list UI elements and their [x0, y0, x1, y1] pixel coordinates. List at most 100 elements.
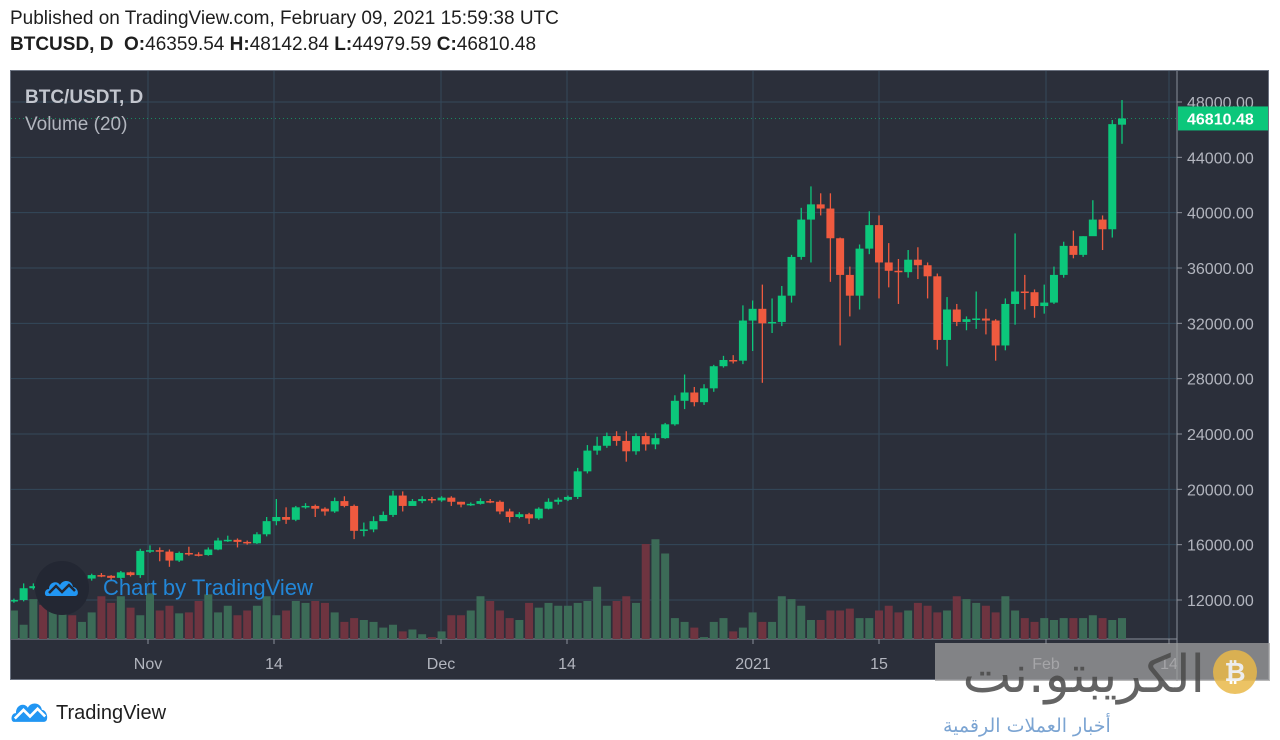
candle [359, 529, 368, 531]
volume-bar [476, 596, 485, 639]
candle [544, 501, 553, 509]
time-axis-label: 15 [870, 656, 888, 673]
volume-bar [855, 618, 864, 639]
time-axis-label: 2021 [735, 656, 771, 673]
candle [651, 438, 660, 445]
volume-bar [320, 602, 329, 639]
volume-bar [1069, 618, 1078, 639]
ohlc-line: BTCUSD, D O:46359.54 H:48142.84 L:44979.… [10, 32, 559, 58]
candle [97, 575, 106, 577]
volume-bar [573, 602, 582, 639]
volume-bar [408, 629, 417, 639]
tradingview-footer[interactable]: TradingView [10, 698, 166, 729]
volume-bar [554, 605, 563, 639]
time-axis-label: Dec [427, 656, 455, 673]
tradingview-cloud-icon [10, 698, 50, 729]
volume-bar [77, 621, 86, 639]
candle [223, 539, 232, 542]
volume-bar [291, 601, 300, 639]
volume-bar [282, 610, 291, 639]
volume-bar [544, 602, 553, 639]
last-price-badge [1178, 106, 1268, 131]
candle [505, 511, 514, 517]
chart-frame[interactable]: 48000.00 44000.00 40000.00 36000.00 32000.00… [10, 70, 1270, 681]
candle [573, 471, 582, 497]
last-price-value: 46810.48 [1187, 111, 1254, 128]
candle [1079, 236, 1088, 255]
candle [87, 575, 96, 579]
candle [563, 496, 572, 500]
legend-volume[interactable]: Volume (20) [25, 114, 128, 135]
volume-bar [981, 605, 990, 639]
candle [875, 225, 883, 263]
volume-bar [826, 610, 835, 639]
volume-bar [612, 601, 621, 639]
volume-bar [593, 586, 602, 639]
candle [116, 572, 125, 578]
candle [369, 521, 378, 530]
candle [709, 366, 718, 389]
volume-bar [330, 612, 339, 639]
volume-bar [768, 621, 777, 639]
candle [661, 424, 670, 439]
volume-bar [389, 624, 397, 639]
volume-bar [933, 612, 942, 639]
candle [291, 507, 300, 520]
volume-bar [184, 612, 193, 639]
volume-bar [758, 621, 767, 639]
open-value: 46359.54 [145, 34, 225, 55]
candle [204, 549, 213, 556]
legend-symbol[interactable]: BTC/USDT, D [25, 87, 144, 108]
candle [466, 503, 475, 506]
volume-bar [972, 602, 981, 639]
candle [1030, 292, 1039, 307]
volume-bar [865, 618, 874, 639]
candle [884, 262, 893, 271]
time-axis-label: 14 [265, 656, 283, 673]
volume-bar [136, 615, 145, 639]
candle [437, 497, 446, 501]
volume-bar [583, 601, 592, 639]
volume-bar [991, 612, 1000, 639]
candle [408, 501, 417, 506]
price-axis-label: 24000.00 [1187, 427, 1254, 444]
time-axis-label: Nov [134, 656, 162, 673]
candle [136, 550, 145, 576]
volume-bar [1001, 596, 1010, 639]
volume-bar [787, 599, 796, 639]
volume-bar [1040, 618, 1049, 639]
volume-bar [563, 605, 572, 639]
candle [1069, 245, 1078, 255]
volume-bar [398, 631, 407, 639]
volume-bar [700, 637, 709, 639]
candlestick-chart[interactable]: 48000.0044000.0040000.0036000.0032000.00… [11, 71, 1270, 681]
volume-bar [194, 601, 203, 639]
volume-bar [155, 610, 164, 639]
candle [1118, 118, 1126, 125]
price-axis-label: 32000.00 [1187, 316, 1254, 333]
candle [806, 204, 815, 220]
volume-bar [457, 615, 466, 639]
candle [700, 388, 709, 403]
candle [593, 445, 602, 451]
volume-bar [437, 631, 446, 639]
candle [427, 499, 436, 501]
candle [340, 501, 349, 506]
candle [165, 551, 174, 561]
volume-bar [39, 604, 48, 639]
volume-bar [680, 621, 689, 639]
candle [252, 534, 261, 544]
volume-bar [418, 634, 427, 639]
candle [330, 501, 339, 512]
volume-bar [884, 605, 893, 639]
volume-bar [301, 602, 310, 639]
volume-bar [214, 612, 223, 639]
volume-bar [1088, 615, 1097, 639]
candle [690, 392, 699, 403]
bitcoin-coin-icon: ₿ [1213, 650, 1257, 694]
high-value: 48142.84 [249, 34, 329, 55]
price-axis-label: 12000.00 [1187, 593, 1254, 610]
candle [826, 208, 835, 239]
candle [913, 259, 922, 266]
volume-bar [632, 602, 640, 639]
